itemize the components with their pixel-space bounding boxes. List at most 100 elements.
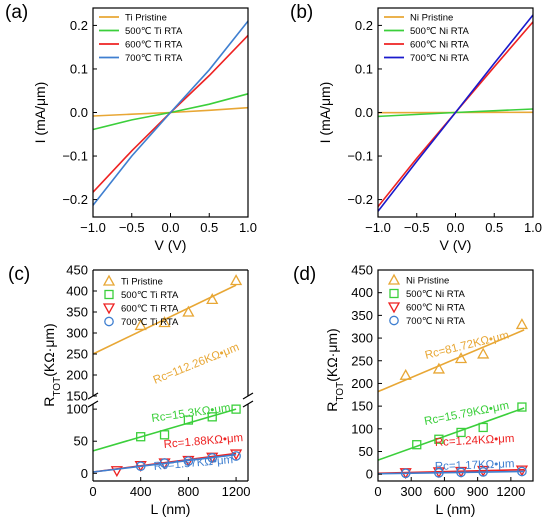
y-axis-title-sub-3: TOT <box>335 382 346 402</box>
legend-marker-3-2 <box>387 302 401 314</box>
data-point-2-1-0 <box>136 432 146 442</box>
x-tick-label-0-2: 0.0 <box>161 220 179 235</box>
y-tick-label-upper-2-2: 250 <box>66 347 88 362</box>
iv-curve-0-3 <box>92 20 249 206</box>
data-point-3-0-4 <box>515 318 529 330</box>
x-tick-label-3-2: 600 <box>434 484 456 499</box>
data-point-2-3-3 <box>207 453 218 463</box>
x-axis-title-1: V (V) <box>440 237 472 253</box>
data-point-3-0-3 <box>477 347 490 359</box>
legend-label-3-0: Ni Pristine <box>406 276 449 287</box>
data-point-2-3-2 <box>183 456 194 466</box>
x-tick-label-3-4: 1200 <box>496 484 525 499</box>
rc-annotation-3-1: Rc=15.79KΩ•μm <box>423 400 510 428</box>
y-axis-title-unit-2: (KΩ·μm) <box>41 323 57 377</box>
rc-annotation-2-3: Rc=1.57KΩ•μm <box>153 454 233 473</box>
data-point-2-0-2 <box>182 305 195 317</box>
plot-frame-3 <box>377 269 534 482</box>
legend-label-1-1: 500℃ Ni RTA <box>410 26 470 37</box>
legend-label-2-2: 600℃ Ti RTA <box>121 304 179 315</box>
legend-label-0-1: 500℃ Ti RTA <box>125 26 183 37</box>
x-tick-label-2-3: 1200 <box>222 484 251 499</box>
panel-1: −1.0 −0.5 0.0 0.5 1.0 −0.2 −0.1 0.0 0.1 0.2 (b) V (… <box>290 2 542 253</box>
data-point-3-3-1 <box>434 467 444 478</box>
legend-label-1-2: 600℃ Ni RTA <box>410 40 470 51</box>
legend-label-0-3: 700℃ Ti RTA <box>125 53 183 64</box>
legend-label-1-0: Ni Pristine <box>410 13 453 24</box>
data-point-2-2-0 <box>110 466 123 478</box>
y-tick-label-lower-2-1: 50 <box>74 434 88 449</box>
y-tick-label-upper-2-0: 150 <box>66 389 88 404</box>
y-tick-label-3-2: 100 <box>351 421 373 436</box>
y-tick-label-0-1: −0.1 <box>62 149 88 164</box>
x-tick-label-3-1: 300 <box>400 484 422 499</box>
iv-curve-1-3 <box>377 14 534 212</box>
data-point-3-1-4 <box>517 402 527 412</box>
break-mark-2-0b <box>87 400 99 408</box>
y-tick-label-3-0: 0 <box>366 467 373 482</box>
data-point-2-1-4 <box>231 404 241 414</box>
y-tick-label-upper-2-5: 400 <box>66 284 88 299</box>
y-axis-title-0: I (mA/μm) <box>32 82 48 144</box>
legend-marker-3-1 <box>389 288 399 299</box>
data-point-3-2-3 <box>477 465 490 477</box>
panel-0: −1.0 −0.5 0.0 0.5 1.0 −0.2 −0.1 0.0 0.1 0.2 (a) V (… <box>5 2 257 253</box>
legend-marker-2-0 <box>102 274 116 286</box>
data-point-3-0-1 <box>432 362 445 374</box>
data-point-3-3-0 <box>400 468 411 479</box>
legend-label-0-0: Ti Pristine <box>125 13 167 24</box>
data-point-3-1-0 <box>412 440 422 450</box>
y-tick-label-1-1: −0.1 <box>347 149 373 164</box>
data-point-3-3-4 <box>517 466 527 477</box>
y-axis-title-main-3: R <box>324 402 340 412</box>
y-tick-label-3-8: 400 <box>351 285 373 300</box>
x-tick-label-2-0: 0 <box>89 484 96 499</box>
x-tick-label-3-0: 0 <box>374 484 381 499</box>
legend-label-3-3: 700℃ Ni RTA <box>406 316 466 327</box>
fit-line-3-1 <box>377 407 525 461</box>
x-tick-label-0-1: −0.5 <box>119 220 145 235</box>
y-tick-label-lower-2-0: 0 <box>81 466 88 481</box>
data-point-2-1-3 <box>207 412 217 422</box>
x-tick-label-1-2: 0.0 <box>446 220 464 235</box>
y-tick-label-3-1: 50 <box>359 444 373 459</box>
y-tick-label-3-9: 450 <box>351 263 373 278</box>
data-point-2-1-1 <box>159 430 170 440</box>
break-mark-2-1a <box>242 392 254 400</box>
y-tick-label-upper-2-4: 350 <box>66 305 88 320</box>
rc-annotation-3-3: Rc=1.17KΩ•μm <box>435 458 515 473</box>
data-point-2-1-2 <box>183 415 194 425</box>
y-tick-label-1-3: 0.1 <box>355 61 373 76</box>
x-tick-label-2-1: 400 <box>130 484 152 499</box>
x-tick-label-1-3: 0.5 <box>485 220 503 235</box>
panel-3: 0 300 600 900 1200 0 50 100 150 200 250 300 350 400 45… <box>293 263 534 517</box>
x-tick-label-0-4: 1.0 <box>239 220 257 235</box>
y-tick-label-1-2: 0.0 <box>355 105 373 120</box>
y-tick-label-3-6: 300 <box>351 331 373 346</box>
y-axis-title-sub-2: TOT <box>52 377 63 397</box>
y-tick-label-0-4: 0.2 <box>70 18 88 33</box>
data-point-2-3-1 <box>159 458 170 468</box>
legend-marker-2-2 <box>102 303 116 315</box>
legend-label-3-2: 600℃ Ni RTA <box>406 303 466 314</box>
x-tick-label-1-4: 1.0 <box>524 220 542 235</box>
x-axis-title-0: V (V) <box>155 237 187 253</box>
y-axis-title-unit-3: (KΩ·μm) <box>324 328 340 382</box>
panel-2: 0 400 800 1200 150 200 250 300 350 400 450 0 50 100 (c… <box>8 263 254 517</box>
y-tick-label-upper-2-6: 450 <box>66 263 88 278</box>
data-point-3-3-3 <box>478 467 489 477</box>
y-tick-label-0-3: 0.1 <box>70 61 88 76</box>
y-tick-label-0-0: −0.2 <box>62 192 88 207</box>
legend-marker-3-3 <box>389 315 399 326</box>
y-tick-label-0-2: 0.0 <box>70 105 88 120</box>
y-axis-title-3: RTOT(KΩ·μm) <box>324 328 346 411</box>
rc-annotation-3-0: Rc=81.72KΩ•μm <box>424 329 510 361</box>
legend-label-2-0: Ti Pristine <box>121 277 163 288</box>
legend-label-0-2: 600℃ Ti RTA <box>125 40 183 51</box>
y-tick-label-upper-2-1: 200 <box>66 368 88 383</box>
fit-line-2-0 <box>92 284 237 355</box>
legend-marker-2-1 <box>104 289 114 300</box>
data-point-3-0-0 <box>399 368 412 380</box>
rc-annotation-2-2: Rc=1.88KΩ•μm <box>163 432 243 451</box>
